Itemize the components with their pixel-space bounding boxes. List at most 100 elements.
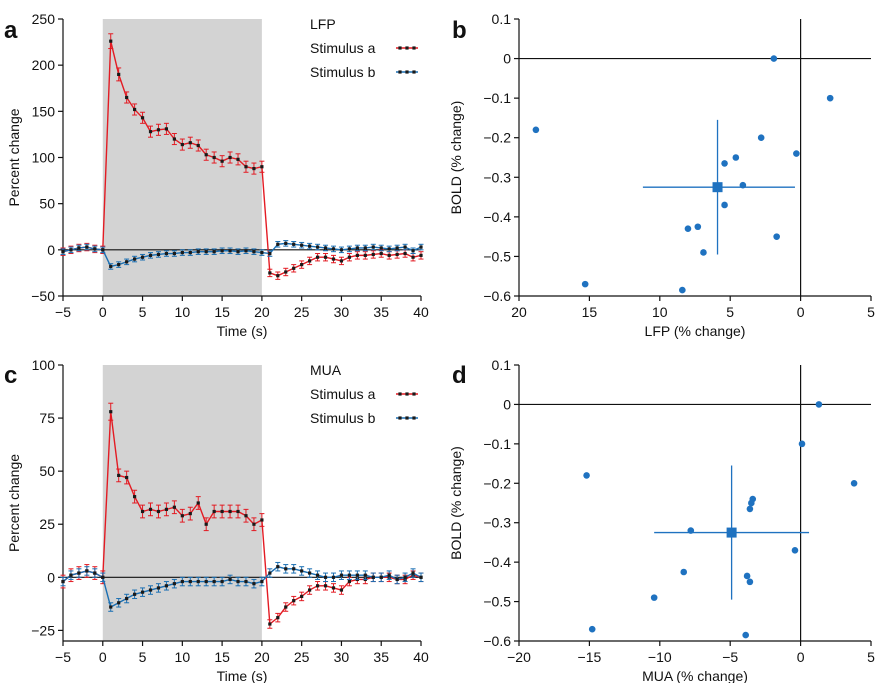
y-tick-label: 200 (32, 57, 56, 73)
y-tick-label: −0.6 (483, 288, 511, 304)
y-axis-title: Percent change (6, 454, 22, 552)
x-tick-label: −5 (55, 649, 71, 665)
x-tick-label: 40 (413, 649, 429, 665)
stimulus-b-point (101, 575, 105, 579)
stimulus-b-point (61, 579, 65, 584)
stimulus-a-point (172, 505, 176, 509)
stimulus-b-point (69, 248, 73, 252)
stimulus-a-point (260, 518, 264, 522)
stimulus-b-point (292, 242, 296, 246)
stimulus-b-point (117, 601, 121, 605)
stimulus-a-point (252, 166, 256, 171)
stimulus-a-point (204, 153, 208, 157)
stimulus-b-point (268, 251, 272, 256)
x-tick-label: 0 (797, 649, 805, 665)
stimulus-a-point (156, 509, 161, 514)
stimulus-b-point (133, 257, 137, 261)
stimulus-a-point (236, 509, 240, 514)
legend-marker-stimulus-b (405, 416, 409, 420)
stimulus-b-point (260, 579, 264, 584)
stimulus-a-point (276, 616, 280, 620)
scatter-point (757, 134, 765, 142)
stimulus-a-point (196, 143, 200, 148)
x-tick-label: 20 (511, 304, 527, 320)
stimulus-a-point (164, 507, 169, 511)
stimulus-a-point (284, 270, 288, 274)
stimulus-a-point (220, 159, 224, 163)
stimulus-a-point (300, 594, 304, 599)
y-tick-label: −0.3 (483, 515, 511, 531)
stimulus-b-point (419, 245, 423, 249)
stimulus-b-point (236, 579, 240, 584)
x-tick-label: 5 (867, 649, 875, 665)
stimulus-a-point (347, 579, 351, 584)
scatter-point (798, 440, 806, 448)
stimulus-a-point (411, 255, 415, 259)
stimulus-b-point (284, 567, 288, 571)
stimulus-b-point (156, 252, 161, 257)
stimulus-a-point (172, 137, 176, 141)
scatter-point (700, 249, 707, 256)
x-tick-label: 5 (139, 304, 147, 320)
scatter-point (746, 505, 754, 513)
stimulus-a-point (212, 509, 216, 514)
y-tick-label: 0 (47, 569, 55, 585)
stimulus-b-point (292, 567, 296, 571)
legend-marker-stimulus-b (398, 70, 402, 74)
stimulus-a-point (140, 116, 145, 120)
stimulus-b-point (125, 260, 129, 264)
stimulus-b-point (180, 579, 184, 584)
x-tick-label: 0 (99, 304, 107, 320)
stimulus-a-point (204, 522, 208, 526)
stimulus-b-point (331, 247, 336, 251)
stimulus-b-point (363, 573, 367, 577)
stimulus-b-point (419, 575, 423, 579)
legend-marker-stimulus-b (398, 416, 402, 420)
y-tick-label: −0.2 (483, 130, 511, 146)
stimulus-b-point (77, 571, 81, 575)
stimulus-a-point (109, 410, 113, 414)
stimulus-a-point (212, 155, 216, 160)
stimulus-a-point (339, 259, 344, 263)
scatter-point (748, 499, 755, 507)
scatter-point (793, 150, 800, 157)
x-tick-label: 15 (214, 649, 230, 665)
stimulus-a-point (148, 507, 153, 511)
stimulus-a-point (292, 266, 296, 270)
x-tick-label: 5 (139, 649, 147, 665)
scatter-point (650, 594, 658, 601)
legend-label-stimulus-b: Stimulus b (310, 64, 376, 80)
panel-a-letter: a (4, 17, 18, 44)
y-tick-label: −50 (31, 288, 55, 304)
stimulus-a-line (62, 411, 422, 626)
scatter-point (532, 126, 540, 134)
stimulus-b-point (125, 596, 129, 601)
stimulus-b-point (355, 573, 359, 577)
legend-marker-stimulus-a (398, 392, 402, 396)
legend-marker-stimulus-a (405, 46, 409, 50)
stimulus-a-point (196, 501, 200, 505)
legend-marker-stimulus-a (398, 46, 402, 50)
stimulus-a-point (292, 599, 296, 603)
scatter-point (581, 280, 589, 288)
legend-marker-stimulus-a (412, 46, 416, 50)
stimulus-b-point (220, 249, 224, 253)
y-axis-title: BOLD (% change) (448, 101, 464, 215)
x-tick-label: 35 (373, 304, 389, 320)
panel-c-letter: c (4, 362, 17, 389)
stimulus-b-point (395, 577, 399, 582)
scatter-point (732, 154, 740, 161)
scatter-point (791, 547, 799, 554)
stimulus-b-line (62, 242, 422, 268)
stimulus-b-point (204, 250, 208, 254)
stimulus-a-point (339, 588, 344, 592)
stimulus-b-point (148, 253, 153, 257)
stimulus-a-point (252, 522, 256, 526)
stimulus-a-point (164, 127, 169, 131)
scatter-point (742, 631, 749, 639)
stimulus-b-point (347, 247, 351, 251)
stimulus-b-point (140, 255, 145, 259)
scatter-point (721, 160, 728, 167)
x-tick-label: 10 (652, 304, 668, 320)
stimulus-a-point (180, 514, 184, 518)
